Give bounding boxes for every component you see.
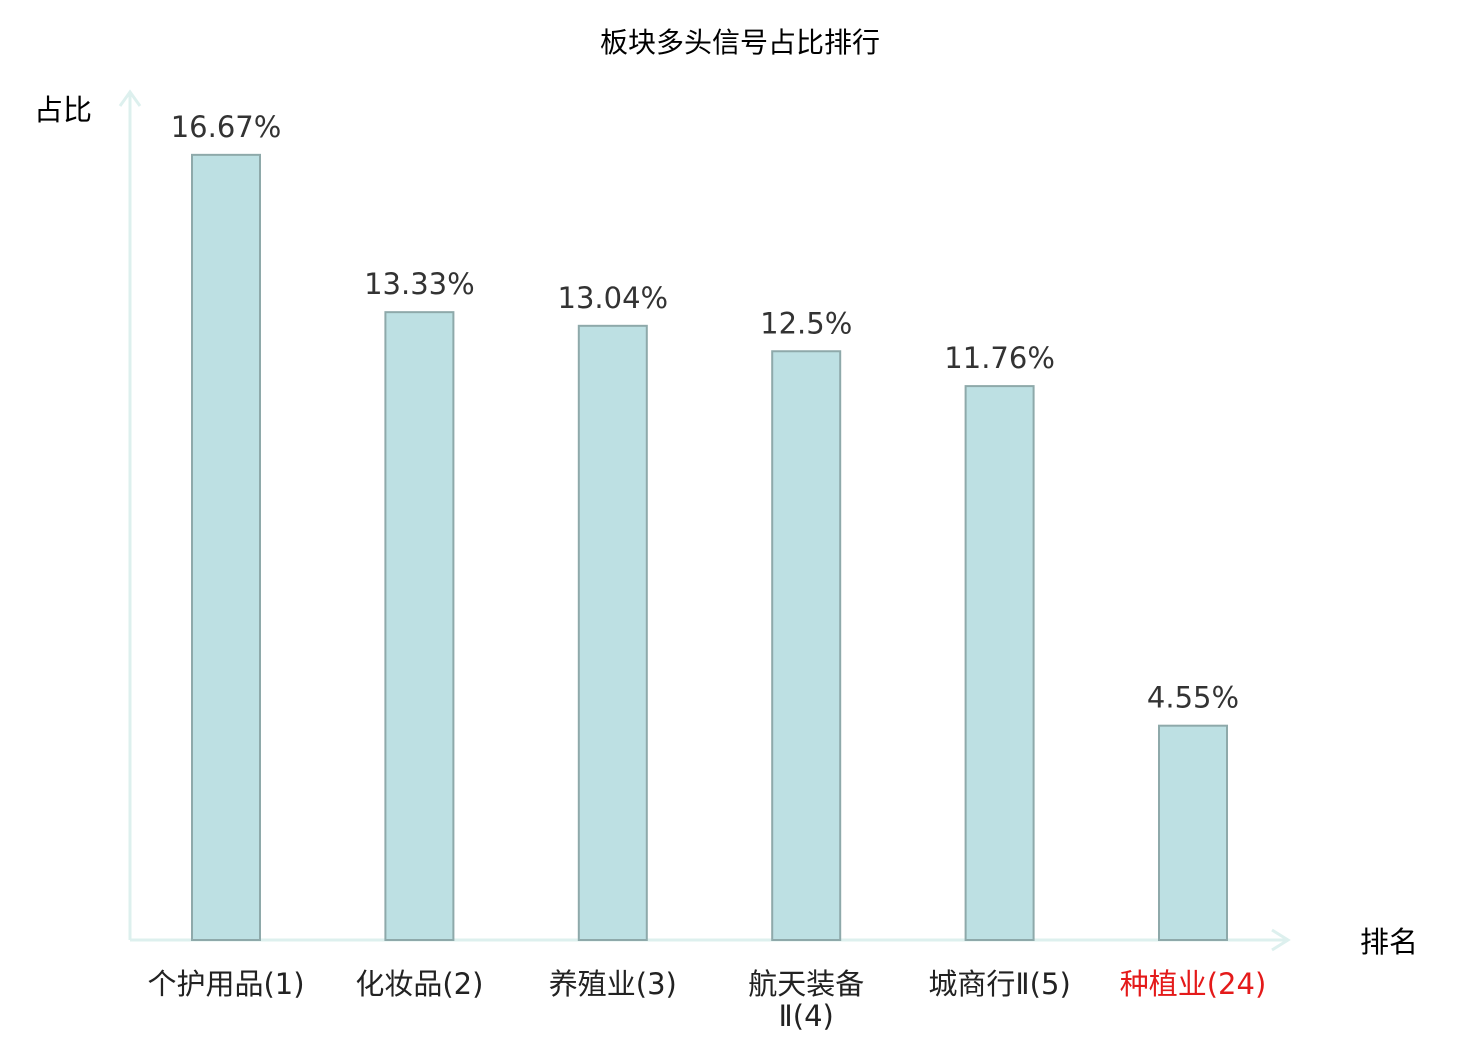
y-axis-label: 占比 bbox=[34, 93, 92, 127]
bars-group: 16.67% 个护用品(1) 13.33% 化妆品(2) 13.04% 养殖业(3) 12.… bbox=[147, 110, 1266, 1033]
y-axis-arrow bbox=[118, 89, 142, 107]
value-label: 13.04% bbox=[558, 281, 669, 315]
category-label: 养殖业(3) bbox=[549, 967, 677, 1001]
x-axis-label: 排名 bbox=[1360, 925, 1418, 959]
bar bbox=[191, 153, 261, 941]
category-label: 种植业(24) bbox=[1120, 967, 1267, 1001]
value-label: 11.76% bbox=[944, 341, 1055, 375]
x-axis-arrow bbox=[1271, 928, 1291, 952]
bar bbox=[577, 324, 648, 942]
category-label: 航天装备 bbox=[748, 967, 864, 1001]
bar bbox=[1158, 724, 1228, 941]
value-label: 12.5% bbox=[760, 306, 852, 340]
category-label: 个护用品(1) bbox=[147, 967, 304, 1001]
value-label: 4.55% bbox=[1147, 681, 1239, 715]
bar bbox=[771, 350, 842, 941]
category-label: 城商行Ⅱ(5) bbox=[928, 967, 1070, 1001]
value-label: 13.33% bbox=[364, 267, 475, 301]
chart-title: 板块多头信号占比排行 bbox=[600, 26, 880, 59]
bar bbox=[384, 311, 455, 942]
category-rank: Ⅱ(4) bbox=[779, 999, 834, 1033]
category-label: 化妆品(2) bbox=[355, 967, 483, 1001]
value-label: 16.67% bbox=[171, 110, 282, 144]
bar bbox=[964, 385, 1035, 941]
